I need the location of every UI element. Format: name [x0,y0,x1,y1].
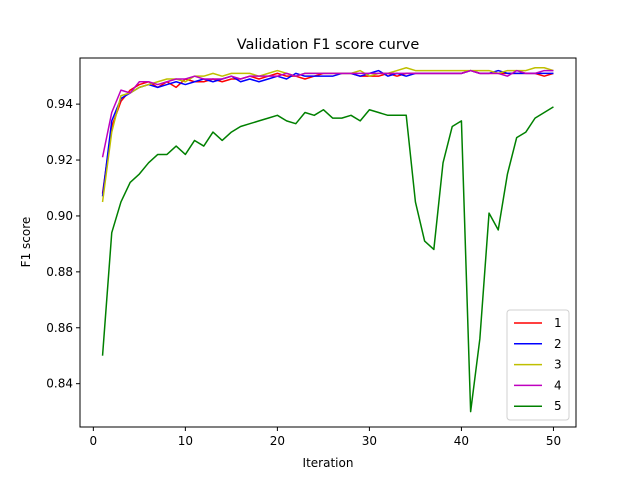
y-tick-label: 0.88 [46,265,73,279]
x-axis-ticks: 0 10 20 30 40 50 [90,427,561,448]
legend-label-4: 4 [554,378,562,392]
legend: 1 2 3 4 5 [506,309,570,421]
legend-label-2: 2 [554,337,562,351]
x-axis-title: Iteration [303,456,354,470]
x-tick-label: 30 [362,434,377,448]
series-line-4 [101,69,554,158]
y-tick-label: 0.94 [46,97,73,111]
y-axis-ticks: 0.84 0.86 0.88 0.90 0.92 0.94 [46,97,80,391]
x-tick-label: 50 [546,434,561,448]
legend-label-3: 3 [554,358,562,372]
x-tick-label: 0 [90,434,98,448]
x-tick-label: 40 [454,434,469,448]
y-tick-label: 0.84 [46,377,73,391]
legend-label-5: 5 [554,399,562,413]
y-tick-label: 0.90 [46,209,73,223]
x-tick-label: 20 [270,434,285,448]
legend-label-1: 1 [554,316,562,330]
plot-frame [79,57,577,428]
plot-area [101,67,554,413]
y-tick-label: 0.92 [46,153,73,167]
y-axis-title: F1 score [19,217,33,268]
y-tick-label: 0.86 [46,321,73,335]
x-tick-label: 10 [178,434,193,448]
series-line-5 [101,106,554,413]
chart-title: Validation F1 score curve [237,37,420,53]
